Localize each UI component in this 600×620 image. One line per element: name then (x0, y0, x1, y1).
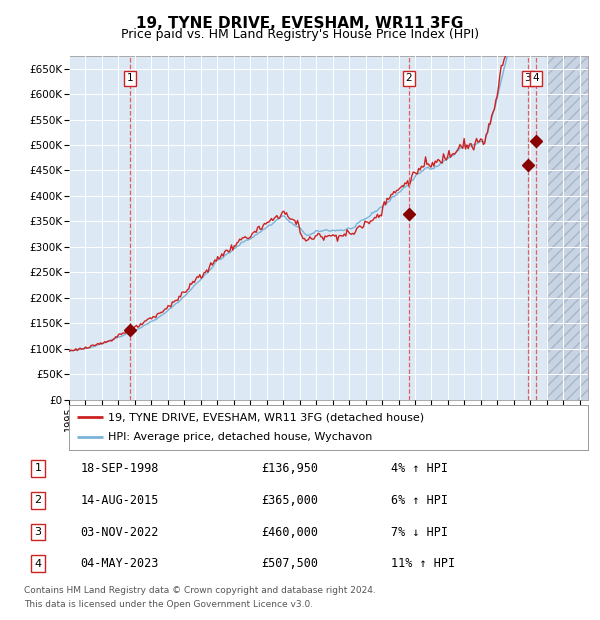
Text: 18-SEP-1998: 18-SEP-1998 (80, 462, 159, 475)
Text: 2: 2 (35, 495, 41, 505)
Text: 4: 4 (533, 73, 539, 83)
Text: 19, TYNE DRIVE, EVESHAM, WR11 3FG: 19, TYNE DRIVE, EVESHAM, WR11 3FG (136, 16, 464, 30)
Text: 4: 4 (35, 559, 41, 569)
Text: 19, TYNE DRIVE, EVESHAM, WR11 3FG (detached house): 19, TYNE DRIVE, EVESHAM, WR11 3FG (detac… (108, 412, 424, 422)
Bar (547, 56, 588, 400)
Text: 1: 1 (127, 73, 134, 83)
Text: This data is licensed under the Open Government Licence v3.0.: This data is licensed under the Open Gov… (24, 600, 313, 609)
Text: 6% ↑ HPI: 6% ↑ HPI (391, 494, 448, 507)
Text: £507,500: £507,500 (261, 557, 318, 570)
Text: Price paid vs. HM Land Registry's House Price Index (HPI): Price paid vs. HM Land Registry's House … (121, 28, 479, 41)
Text: £136,950: £136,950 (261, 462, 318, 475)
Text: 3: 3 (524, 73, 531, 83)
Text: 04-MAY-2023: 04-MAY-2023 (80, 557, 159, 570)
Text: HPI: Average price, detached house, Wychavon: HPI: Average price, detached house, Wych… (108, 432, 372, 442)
Text: £365,000: £365,000 (261, 494, 318, 507)
Text: 1: 1 (35, 464, 41, 474)
Text: £460,000: £460,000 (261, 526, 318, 539)
Text: 7% ↓ HPI: 7% ↓ HPI (391, 526, 448, 539)
Bar (547, 56, 588, 400)
Text: 3: 3 (35, 527, 41, 537)
Text: 11% ↑ HPI: 11% ↑ HPI (391, 557, 455, 570)
Text: Contains HM Land Registry data © Crown copyright and database right 2024.: Contains HM Land Registry data © Crown c… (24, 586, 376, 595)
Text: 4% ↑ HPI: 4% ↑ HPI (391, 462, 448, 475)
Text: 2: 2 (406, 73, 412, 83)
Text: 14-AUG-2015: 14-AUG-2015 (80, 494, 159, 507)
Text: 03-NOV-2022: 03-NOV-2022 (80, 526, 159, 539)
